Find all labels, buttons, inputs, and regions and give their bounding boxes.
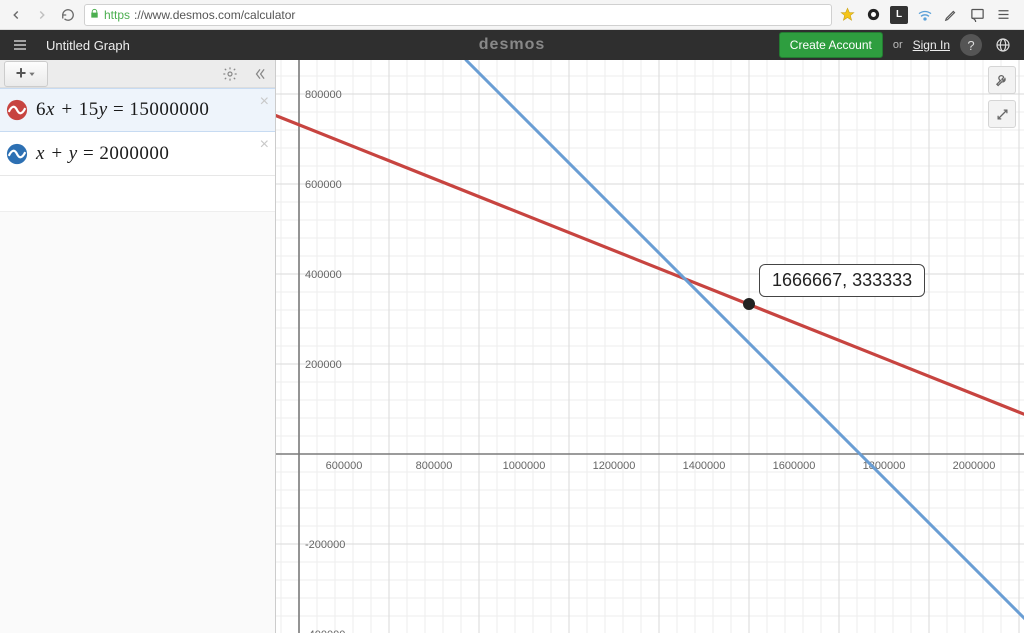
expression-text[interactable]: 6x + 15y = 15000000 (36, 99, 209, 121)
expression-text[interactable]: x + y = 2000000 (36, 143, 169, 165)
expression-sidebar: + 6x + 15y = 15000000 × x + y = 2000000 × (0, 60, 276, 633)
expression-close-icon[interactable]: × (260, 136, 269, 154)
create-account-button[interactable]: Create Account (779, 32, 883, 58)
svg-text:1200000: 1200000 (593, 460, 636, 472)
app-header: Untitled Graph desmos Create Account or … (0, 30, 1024, 60)
intersection-point[interactable] (743, 298, 755, 310)
expression-color-icon[interactable] (4, 97, 30, 123)
svg-text:-400000: -400000 (305, 629, 345, 633)
graph-title[interactable]: Untitled Graph (40, 38, 136, 53)
add-expression-button[interactable]: + (4, 61, 48, 87)
svg-text:-200000: -200000 (305, 539, 345, 551)
svg-text:1600000: 1600000 (773, 460, 816, 472)
lock-icon (89, 8, 100, 22)
sidebar-toolbar: + (0, 60, 275, 88)
help-button[interactable]: ? (960, 34, 982, 56)
star-icon[interactable] (838, 6, 856, 24)
url-protocol: https (104, 8, 130, 22)
svg-text:600000: 600000 (326, 460, 363, 472)
sidebar-settings-button[interactable] (215, 61, 245, 87)
extension-pencil-icon[interactable] (942, 6, 960, 24)
nav-reload-button[interactable] (58, 5, 78, 25)
expression-close-icon[interactable]: × (260, 93, 269, 111)
extension-cast-icon[interactable] (968, 6, 986, 24)
expression-color-icon[interactable] (4, 141, 30, 167)
wrench-button[interactable] (988, 66, 1016, 94)
svg-text:200000: 200000 (305, 359, 342, 371)
svg-text:2000000: 2000000 (953, 460, 996, 472)
svg-text:1000000: 1000000 (503, 460, 546, 472)
browser-chrome: https ://www.desmos.com/calculator L (0, 0, 1024, 30)
nav-forward-button[interactable] (32, 5, 52, 25)
signin-link[interactable]: Sign In (913, 38, 950, 52)
graph-area[interactable]: 600000 800000 1000000 1200000 1400000 1600000… (276, 60, 1024, 633)
expression-list: 6x + 15y = 15000000 × x + y = 2000000 × (0, 88, 275, 212)
expression-row[interactable]: x + y = 2000000 × (0, 132, 275, 176)
extension-circle-icon[interactable] (864, 6, 882, 24)
language-button[interactable] (992, 34, 1014, 56)
graph-tools (988, 66, 1016, 128)
url-bar[interactable]: https ://www.desmos.com/calculator (84, 4, 832, 26)
svg-text:1400000: 1400000 (683, 460, 726, 472)
extension-L-icon[interactable]: L (890, 6, 908, 24)
intersection-label: 1666667, 333333 (759, 264, 925, 297)
collapse-sidebar-button[interactable] (245, 61, 275, 87)
svg-text:400000: 400000 (305, 269, 342, 281)
nav-back-button[interactable] (6, 5, 26, 25)
graph-canvas[interactable]: 600000 800000 1000000 1200000 1400000 1600000… (276, 60, 1024, 633)
url-rest: ://www.desmos.com/calculator (134, 8, 295, 22)
main-area: + 6x + 15y = 15000000 × x + y = 2000000 × 6… (0, 60, 1024, 633)
chrome-menu-icon[interactable] (994, 6, 1012, 24)
desmos-logo: desmos (479, 36, 545, 54)
hamburger-button[interactable] (0, 30, 40, 60)
expression-empty-row[interactable] (0, 176, 275, 212)
svg-text:800000: 800000 (416, 460, 453, 472)
or-label: or (893, 39, 903, 51)
zoom-fit-button[interactable] (988, 100, 1016, 128)
expression-row[interactable]: 6x + 15y = 15000000 × (0, 88, 275, 132)
svg-text:600000: 600000 (305, 179, 342, 191)
svg-text:800000: 800000 (305, 89, 342, 101)
chrome-extension-icons: L (838, 6, 1018, 24)
extension-wifi-icon[interactable] (916, 6, 934, 24)
